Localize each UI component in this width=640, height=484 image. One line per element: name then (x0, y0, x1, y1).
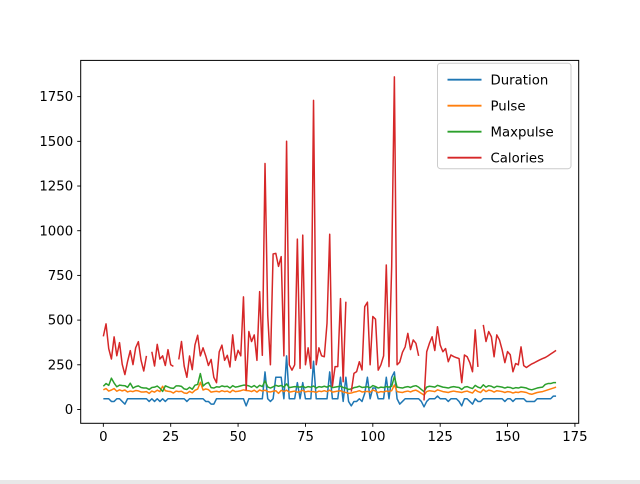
legend-label-duration: Duration (491, 74, 549, 89)
y-tick-label: 1000 (39, 224, 73, 239)
legend-label-calories: Calories (491, 152, 545, 167)
series-line-calories (178, 99, 347, 391)
y-tick-label: 0 (65, 403, 73, 418)
y-tick-label: 250 (48, 358, 73, 373)
x-tick-label: 175 (562, 430, 587, 445)
legend-label-pulse: Pulse (491, 100, 526, 115)
x-tick-label: 0 (99, 430, 107, 445)
series-line-calories (482, 324, 557, 373)
series-line-calories (151, 343, 174, 368)
series-line-pulse (103, 381, 557, 396)
legend-label-maxpulse: Maxpulse (491, 126, 554, 141)
series-line-calories (350, 76, 420, 392)
series-line-maxpulse (102, 372, 557, 393)
x-tick-label: 100 (360, 430, 385, 445)
legend-box (437, 62, 572, 170)
x-tick-label: 150 (495, 430, 520, 445)
y-tick-label: 1500 (39, 135, 73, 150)
series-line-calories (423, 325, 479, 401)
series-line-calories (102, 323, 148, 376)
x-tick-label: 50 (230, 430, 247, 445)
y-tick-label: 500 (48, 314, 73, 329)
series-line-duration (103, 355, 557, 408)
x-tick-label: 75 (297, 430, 314, 445)
y-tick-label: 1250 (39, 180, 73, 195)
y-tick-label: 750 (48, 269, 73, 284)
y-tick-label: 1750 (39, 90, 73, 105)
x-tick-label: 25 (162, 430, 179, 445)
x-tick-label: 125 (427, 430, 452, 445)
